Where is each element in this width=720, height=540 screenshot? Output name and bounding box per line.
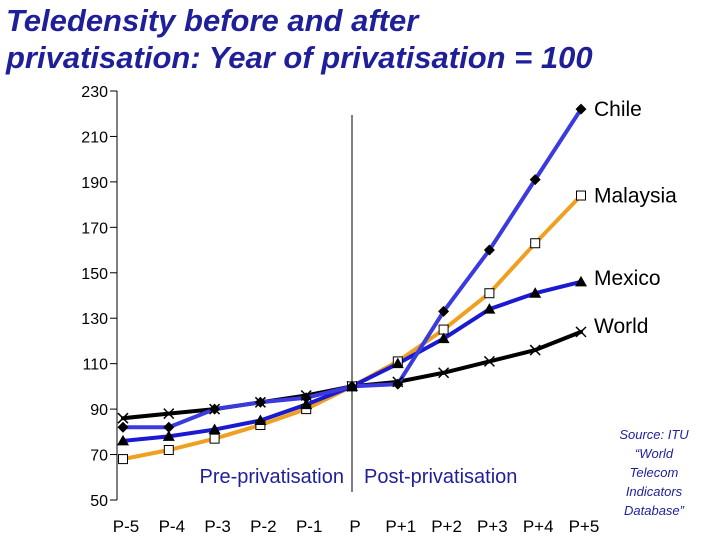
source-line-4: Indicators xyxy=(625,484,683,499)
chart-title: Teledensity before and after privatisati… xyxy=(6,2,716,76)
series-point-world-p-5-stroke-b xyxy=(117,412,129,424)
x-tick-label-p-2: P+2 xyxy=(431,517,462,536)
series-point-mexico-p-5 xyxy=(117,434,129,446)
x-tick-label-p-1: P-1 xyxy=(296,517,322,536)
series-point-malaysia-p-5 xyxy=(118,454,128,465)
series-point-world-p-5-stroke-b xyxy=(575,326,587,338)
y-tick-label-230: 230 xyxy=(81,84,108,101)
series-point-world-p-4 xyxy=(529,344,541,356)
y-tick-label-170: 170 xyxy=(81,220,108,237)
series-point-world-p-3 xyxy=(483,355,495,367)
series-point-chile-p-5 xyxy=(575,103,587,115)
series-point-malaysia-p-3 xyxy=(209,433,220,444)
y-tick-label-110: 110 xyxy=(82,357,108,374)
legend-label-malaysia: Malaysia xyxy=(594,185,677,208)
series-point-mexico-p-1 xyxy=(391,357,404,369)
x-tick-label-p-3: P-3 xyxy=(204,517,230,536)
source-line-2: “World xyxy=(634,446,674,461)
x-tick-label-p-5: P+5 xyxy=(569,517,600,536)
source-line-3: Telecom xyxy=(629,465,679,480)
y-tick-label-50: 50 xyxy=(90,493,108,510)
x-tick-label-p-2: P-2 xyxy=(250,517,276,536)
series-point-chile-p-3 xyxy=(209,403,221,415)
x-tick-label-p-4: P-4 xyxy=(159,517,185,536)
series-point-world-p-5 xyxy=(117,412,129,424)
post-privatisation-label: Post-privatisation xyxy=(364,466,517,488)
series-point-chile-p-3 xyxy=(483,244,495,256)
series-point-world-p-5 xyxy=(575,326,587,338)
series-point-malaysia-p-4 xyxy=(530,238,541,249)
series-point-world-p-4-stroke-b xyxy=(529,344,541,356)
x-tick-label-p-3: P+3 xyxy=(477,517,508,536)
series-point-world-p-4 xyxy=(163,408,175,420)
chart-title-line-2: privatisation: Year of privatisation = 1… xyxy=(6,40,593,75)
series-point-chile-p xyxy=(346,380,358,392)
series-point-mexico-p-4 xyxy=(162,430,175,441)
series-point-mexico-p-4 xyxy=(529,287,542,298)
series-point-world-p-2-stroke-b xyxy=(438,367,450,379)
series-point-malaysia-p-4 xyxy=(163,445,174,456)
source-line-5: Database” xyxy=(624,503,684,518)
series-point-mexico-p-2 xyxy=(437,332,450,344)
y-tick-label-70: 70 xyxy=(90,448,108,465)
chart-title-line-1: Teledensity before and after xyxy=(6,3,419,38)
x-tick-label-p: P xyxy=(349,517,360,536)
x-tick-label-p-1: P+1 xyxy=(385,517,416,536)
x-tick-label-p-4: P+4 xyxy=(523,517,554,536)
series-point-chile-p-2 xyxy=(438,305,450,317)
series-point-chile-p-1 xyxy=(300,392,312,404)
source-note: Source: ITU “World Telecom Indicators Da… xyxy=(604,425,704,520)
series-point-chile-p-5 xyxy=(117,421,129,433)
series-point-mexico-p-3 xyxy=(208,423,221,435)
series-point-chile-p-1 xyxy=(392,378,404,390)
series-point-malaysia-p-3 xyxy=(484,288,495,299)
pre-privatisation-label: Pre-privatisation xyxy=(199,466,344,488)
series-point-world-p-4-stroke-b xyxy=(163,408,175,420)
x-tick-label-p-5: P-5 xyxy=(113,517,139,536)
source-line-1: Source: ITU xyxy=(619,427,689,442)
y-tick-label-190: 190 xyxy=(81,175,108,192)
y-tick-label-130: 130 xyxy=(81,311,108,328)
series-point-chile-p-4 xyxy=(163,421,175,433)
y-tick-label-90: 90 xyxy=(90,402,108,419)
y-tick-label-210: 210 xyxy=(81,129,108,146)
series-point-chile-p-4 xyxy=(529,174,541,186)
series-point-mexico-p-1 xyxy=(300,398,313,410)
legend-label-world: World xyxy=(594,315,648,338)
series-point-world-p-2 xyxy=(438,367,450,379)
series-point-malaysia-p-5 xyxy=(576,190,586,201)
series-point-mexico-p-3 xyxy=(483,303,496,314)
legend-label-mexico: Mexico xyxy=(594,267,661,290)
legend-label-chile: Chile xyxy=(594,98,642,121)
series-point-mexico-p-2 xyxy=(254,414,267,425)
series-point-world-p-3-stroke-b xyxy=(483,355,495,367)
y-tick-label-150: 150 xyxy=(81,266,108,283)
series-point-mexico-p-5 xyxy=(575,275,587,287)
series-point-chile-p-2 xyxy=(254,396,266,408)
